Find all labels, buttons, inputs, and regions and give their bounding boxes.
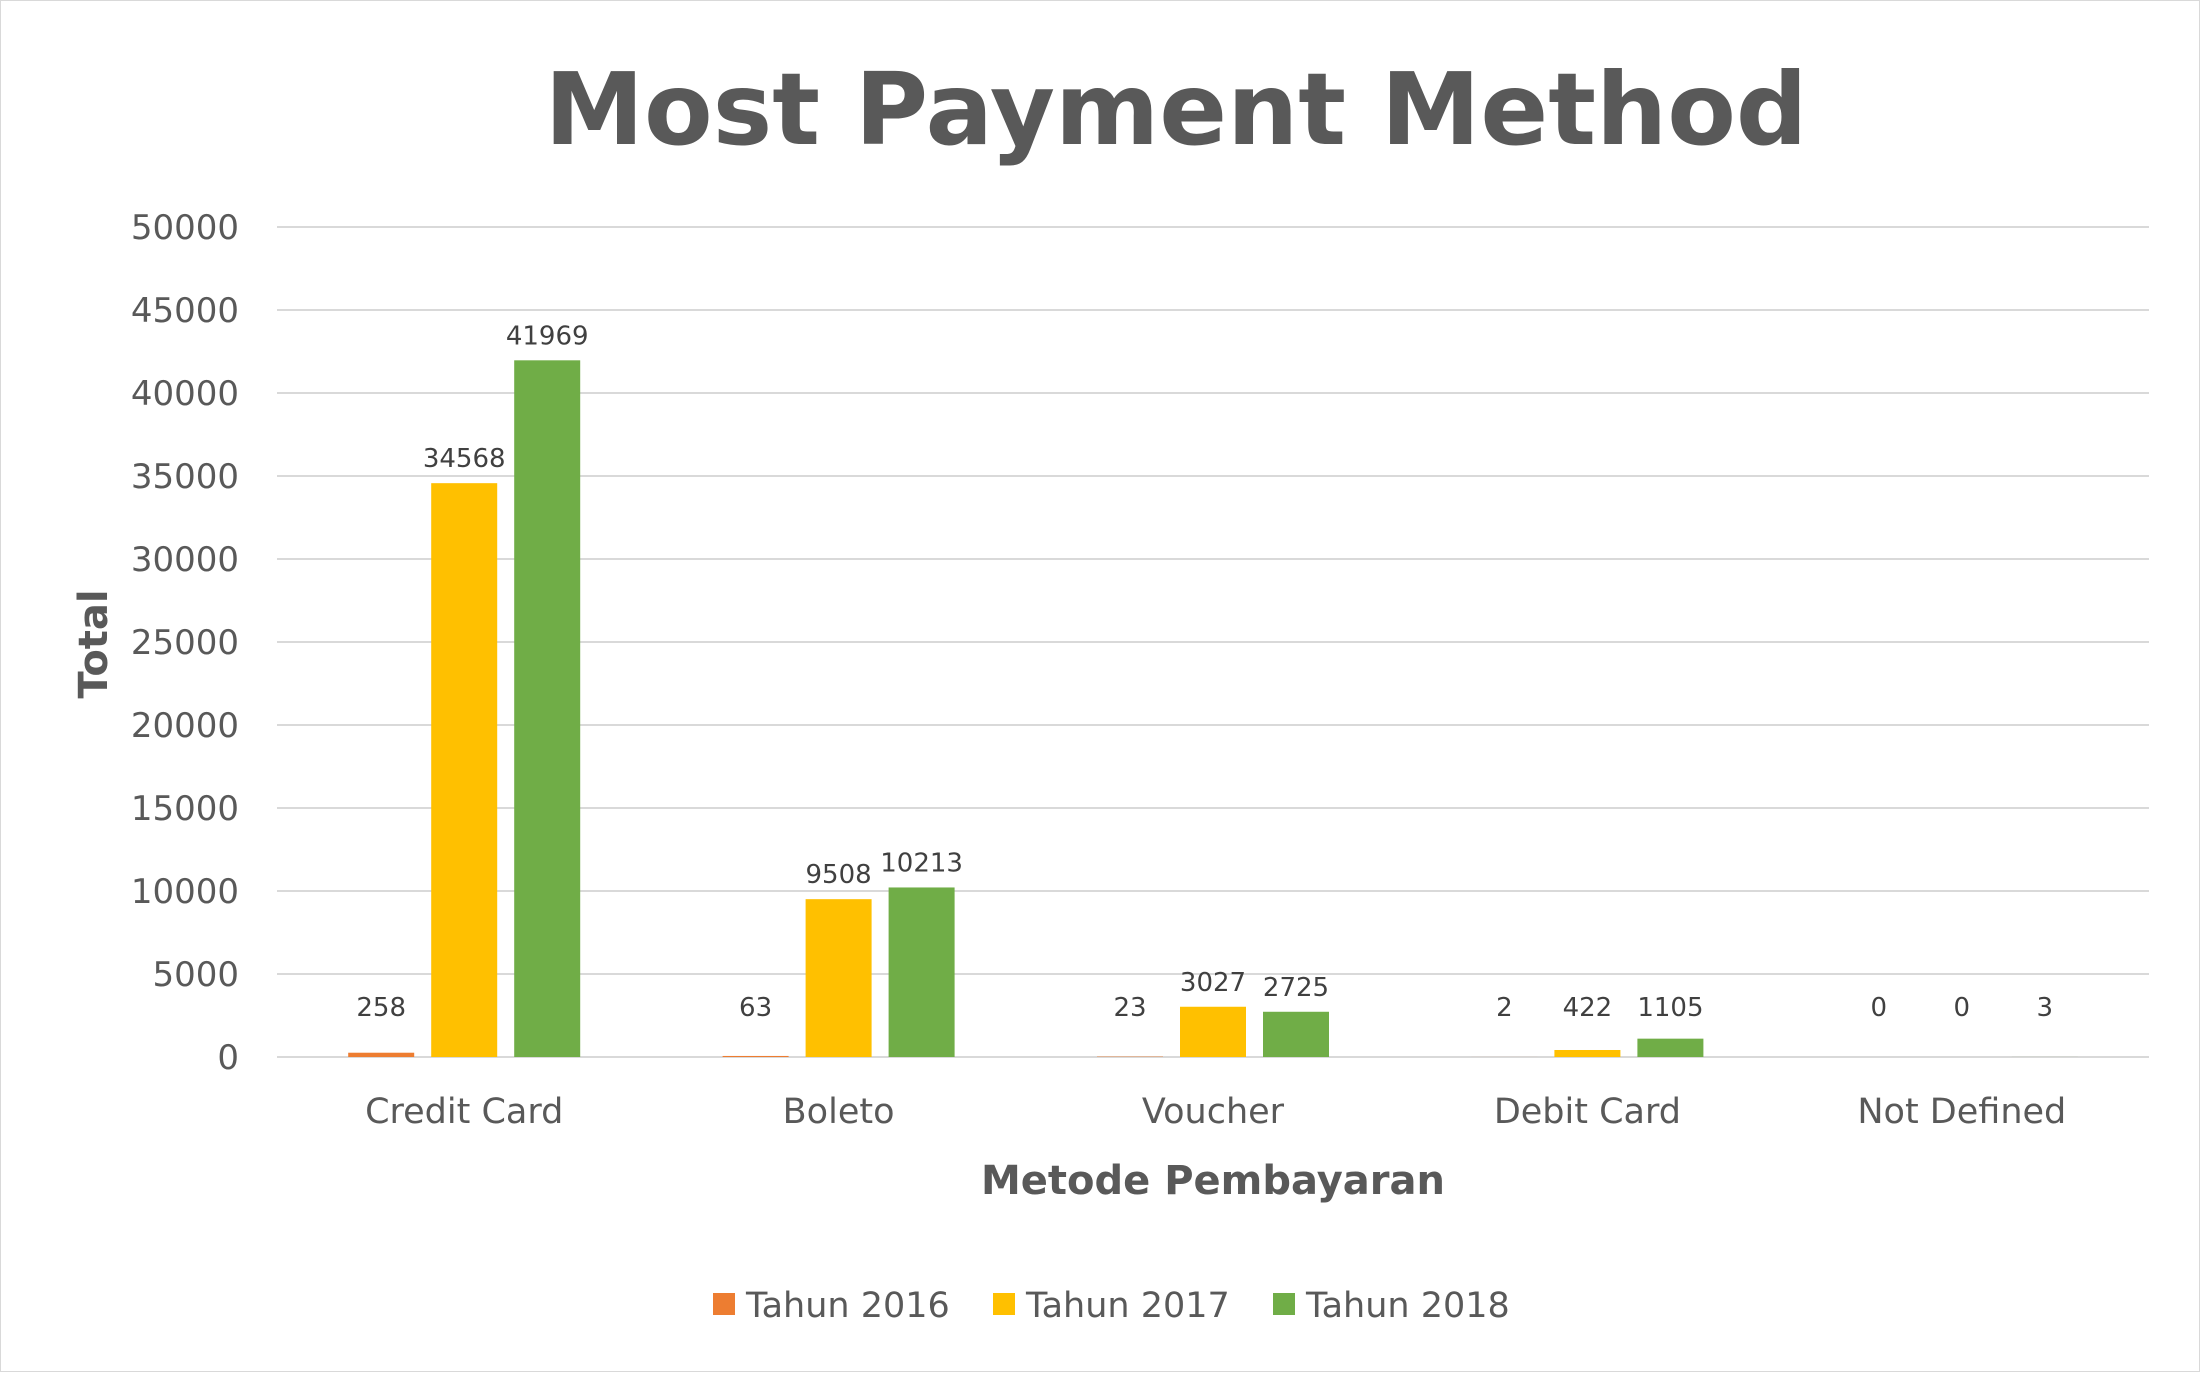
data-label: 10213 <box>880 848 963 878</box>
y-tick-label: 30000 <box>131 540 239 580</box>
bar-tahun-2016 <box>348 1053 414 1057</box>
data-label: 34568 <box>423 444 506 474</box>
y-tick-label: 20000 <box>131 706 239 746</box>
bar-tahun-2016 <box>723 1056 789 1057</box>
bar-tahun-2018 <box>1637 1039 1703 1057</box>
x-category-label: Debit Card <box>1494 1092 1681 1132</box>
x-category-label: Boleto <box>783 1092 895 1132</box>
bar-tahun-2018 <box>514 360 580 1057</box>
legend-swatch <box>993 1293 1015 1315</box>
y-tick-label: 35000 <box>131 457 239 497</box>
data-labels: 258 34568 41969 63 9508 10213 23 3027 2725 2 422 11… <box>356 321 2053 1023</box>
legend-label: Tahun 2018 <box>1305 1286 1510 1326</box>
y-tick-label: 0 <box>217 1038 239 1078</box>
data-label: 3 <box>2037 993 2054 1023</box>
chart-title: Most Payment Method <box>545 51 1808 168</box>
x-category-label: Credit Card <box>365 1092 563 1132</box>
y-tick-label: 25000 <box>131 623 239 663</box>
legend: Tahun 2016 Tahun 2017 Tahun 2018 <box>713 1286 1510 1326</box>
data-label: 9508 <box>806 860 872 890</box>
bar-tahun-2017 <box>431 483 497 1057</box>
x-axis-categories: Credit Card Boleto Voucher Debit Card Not De… <box>365 1092 2066 1132</box>
bars <box>348 360 2078 1057</box>
y-tick-label: 40000 <box>131 374 239 414</box>
y-tick-label: 50000 <box>131 208 239 248</box>
legend-swatch <box>1273 1293 1295 1315</box>
bar-tahun-2017 <box>1554 1050 1620 1057</box>
data-label: 41969 <box>506 321 589 351</box>
legend-swatch <box>713 1293 735 1315</box>
y-tick-label: 10000 <box>131 872 239 912</box>
x-axis-title: Metode Pembayaran <box>981 1158 1445 1204</box>
data-label: 63 <box>739 993 772 1023</box>
data-label: 2 <box>1496 993 1513 1023</box>
y-axis-ticks: 0 5000 10000 15000 20000 25000 30000 35000 40000… <box>131 208 239 1078</box>
y-tick-label: 5000 <box>152 955 239 995</box>
y-tick-label: 15000 <box>131 789 239 829</box>
y-axis-title: Total <box>71 589 117 698</box>
data-label: 23 <box>1113 993 1146 1023</box>
data-label: 1105 <box>1637 993 1703 1023</box>
data-label: 3027 <box>1180 968 1246 998</box>
x-category-label: Not Defined <box>1857 1092 2066 1132</box>
data-label: 258 <box>356 993 406 1023</box>
bar-tahun-2018 <box>889 887 955 1057</box>
y-tick-label: 45000 <box>131 291 239 331</box>
data-label: 0 <box>1871 993 1888 1023</box>
bar-tahun-2018 <box>1263 1012 1329 1057</box>
x-category-label: Voucher <box>1142 1092 1285 1132</box>
data-label: 2725 <box>1263 973 1329 1003</box>
legend-label: Tahun 2016 <box>745 1286 950 1326</box>
data-label: 0 <box>1954 993 1971 1023</box>
bar-tahun-2017 <box>1180 1007 1246 1057</box>
legend-label: Tahun 2017 <box>1025 1286 1230 1326</box>
bar-tahun-2017 <box>806 899 872 1057</box>
data-label: 422 <box>1563 993 1613 1023</box>
